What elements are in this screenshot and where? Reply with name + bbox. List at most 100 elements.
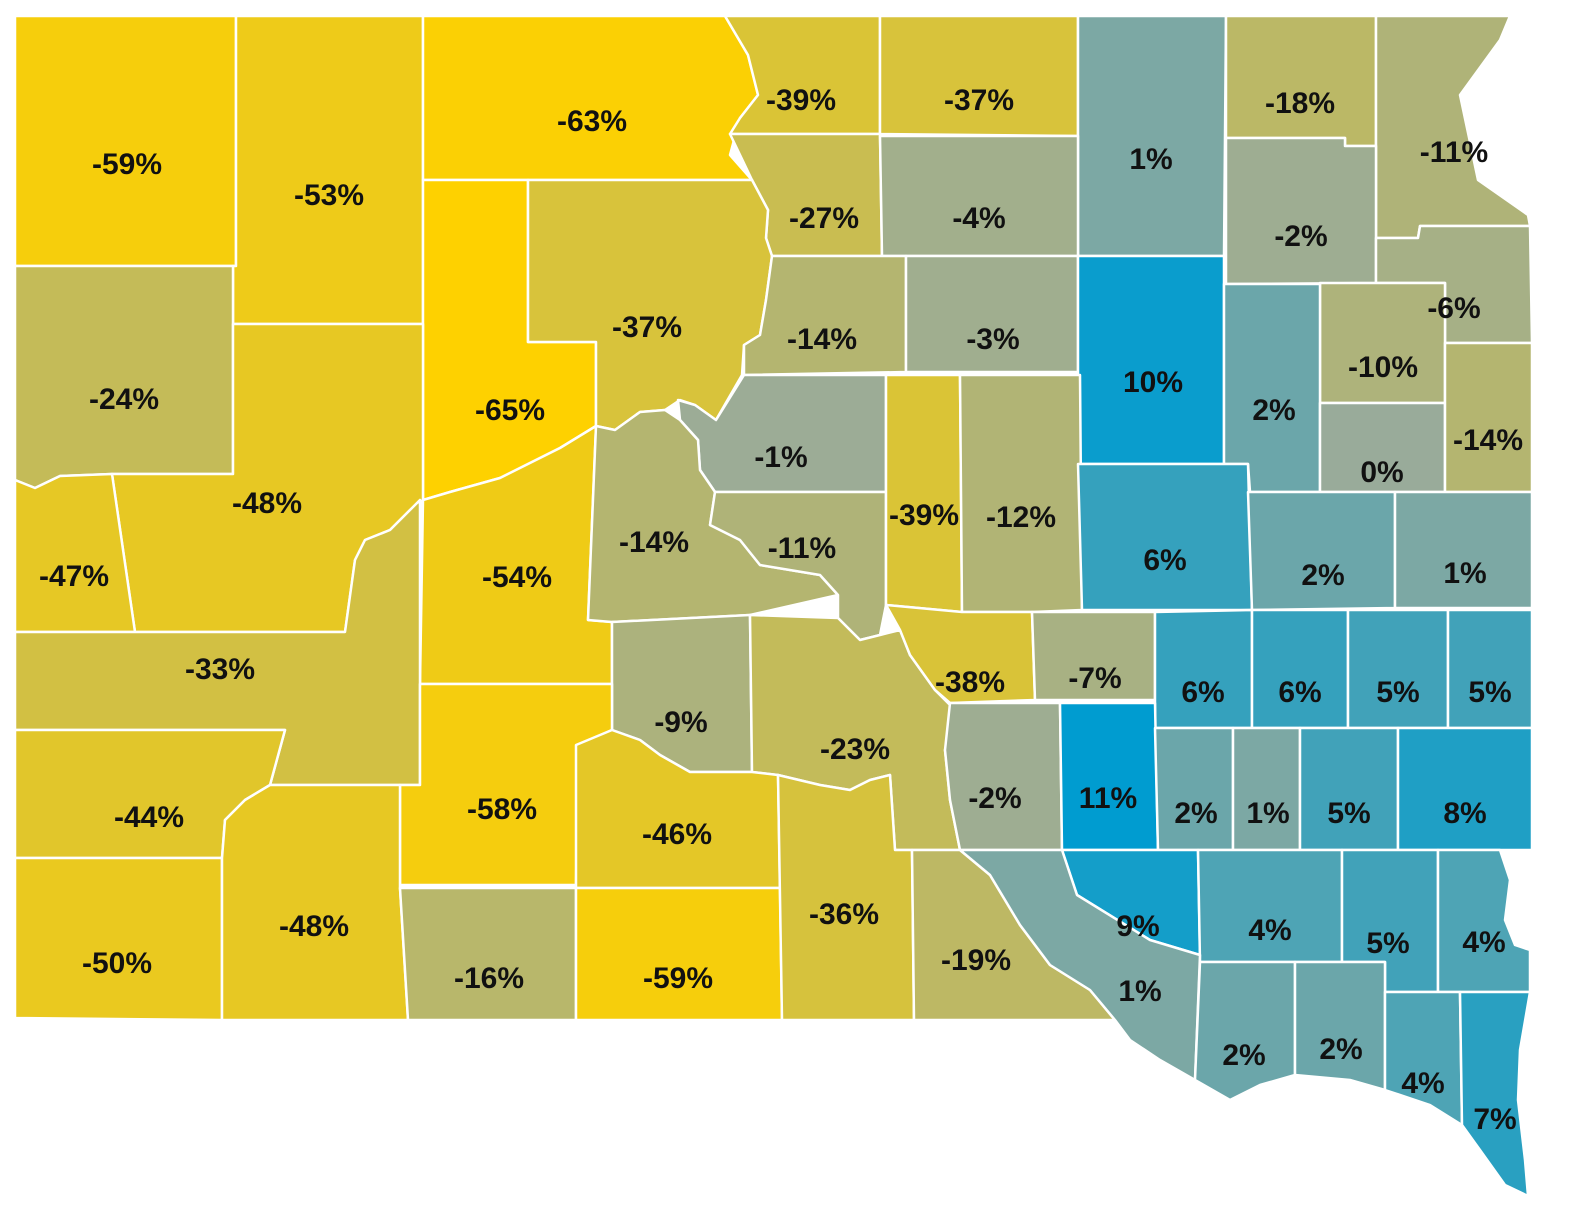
county-label: -39% — [766, 84, 836, 117]
county-region-c02 — [231, 14, 425, 326]
county-region-c17 — [1076, 254, 1226, 466]
county-region-c24 — [1443, 341, 1534, 494]
county-region-c42 — [1446, 608, 1534, 730]
county-label: -12% — [986, 501, 1056, 534]
county-region-c01 — [13, 14, 238, 268]
county-label: -24% — [89, 383, 159, 416]
county-label: -65% — [475, 394, 545, 427]
county-region-c31 — [1076, 462, 1254, 612]
county-label: -46% — [642, 818, 712, 851]
county-label: -11% — [768, 532, 836, 565]
county-label: -54% — [482, 561, 552, 594]
county-label: 1% — [1129, 143, 1172, 176]
county-label: 6% — [1143, 544, 1186, 577]
county-region-c29 — [884, 373, 964, 614]
county-label: -48% — [232, 487, 302, 520]
county-label: -14% — [1453, 424, 1523, 457]
county-label: -9% — [654, 706, 707, 739]
county-region-c40 — [1250, 608, 1350, 730]
county-label: 7% — [1473, 1103, 1516, 1136]
county-regions — [13, 14, 1534, 1198]
county-region-c65 — [1383, 990, 1464, 1127]
county-label: -39% — [889, 499, 959, 532]
county-region-c03 — [421, 14, 760, 182]
county-region-c56 — [776, 773, 916, 1022]
county-region-c39 — [1153, 608, 1254, 730]
county-label: -14% — [787, 323, 857, 356]
county-region-c62 — [958, 848, 1202, 1082]
county-label: -37% — [944, 84, 1014, 117]
county-region-c49 — [1231, 726, 1302, 852]
county-label: -6% — [1427, 292, 1480, 325]
county-label: 2% — [1174, 797, 1217, 830]
county-label: 9% — [1116, 910, 1159, 943]
county-label: 8% — [1443, 797, 1486, 830]
county-label: 0% — [1360, 456, 1403, 489]
county-label: -23% — [820, 733, 890, 766]
county-label: -2% — [1274, 220, 1327, 253]
county-label: -37% — [612, 311, 682, 344]
county-region-c12 — [1224, 136, 1378, 286]
county-label: -11% — [1420, 136, 1488, 169]
county-label: 1% — [1118, 975, 1161, 1008]
county-label: 6% — [1278, 676, 1321, 709]
county-label: 1% — [1443, 557, 1486, 590]
county-label: -53% — [294, 179, 364, 212]
county-region-c47 — [1058, 701, 1160, 852]
county-label: 2% — [1301, 559, 1344, 592]
county-label: -4% — [952, 202, 1005, 235]
county-label: -63% — [557, 105, 627, 138]
county-region-c06 — [1076, 14, 1228, 258]
county-label: -58% — [467, 793, 537, 826]
county-region-c20 — [1222, 282, 1322, 494]
county-label: 5% — [1366, 927, 1409, 960]
county-label: 2% — [1222, 1039, 1265, 1072]
county-region-c41 — [1346, 608, 1450, 730]
county-region-c50 — [1298, 726, 1400, 852]
county-region-c66 — [1458, 990, 1532, 1198]
county-region-c63 — [1193, 960, 1297, 1102]
county-label: 5% — [1468, 676, 1511, 709]
county-region-c08 — [1374, 14, 1532, 240]
county-label: -33% — [185, 653, 255, 686]
county-region-c33 — [1393, 490, 1534, 610]
county-region-c52 — [13, 856, 224, 1022]
county-label: 11% — [1079, 782, 1137, 815]
county-label: 10% — [1123, 366, 1183, 399]
county-region-c48 — [1153, 726, 1235, 852]
county-region-c32 — [1246, 490, 1397, 612]
county-label: 4% — [1401, 1067, 1444, 1100]
county-label: -18% — [1265, 87, 1335, 120]
county-region-c09 — [13, 264, 235, 490]
county-region-c54 — [398, 886, 578, 1022]
county-label: -59% — [643, 962, 713, 995]
county-label: 4% — [1248, 914, 1291, 947]
county-label: -19% — [941, 944, 1011, 977]
county-label: -10% — [1348, 351, 1418, 384]
county-label: 2% — [1252, 394, 1295, 427]
county-region-c30 — [958, 373, 1084, 614]
county-region-c61 — [1436, 848, 1532, 994]
county-label: -3% — [966, 323, 1019, 356]
county-region-c05 — [878, 14, 1080, 138]
county-label: -2% — [968, 782, 1021, 815]
county-labels: -59% -53% -63% -39% -37% 1% -18% -11% -24% -27% -4… — [39, 84, 1523, 1136]
county-label: -50% — [82, 947, 152, 980]
county-label: -16% — [454, 962, 524, 995]
county-label: -59% — [92, 148, 162, 181]
county-region-c11 — [878, 134, 1080, 258]
county-region-c64 — [1293, 960, 1387, 1092]
county-label: -38% — [935, 666, 1005, 699]
county-label: 6% — [1181, 676, 1224, 709]
county-label: -44% — [114, 801, 184, 834]
county-label: -47% — [39, 560, 109, 593]
county-label: 5% — [1376, 676, 1419, 709]
county-label: -7% — [1068, 662, 1121, 695]
county-region-c07 — [1224, 14, 1378, 148]
county-region-c19 — [1318, 281, 1447, 405]
county-label: 1% — [1246, 797, 1289, 830]
county-label: 4% — [1462, 926, 1505, 959]
county-label: -14% — [619, 526, 689, 559]
county-label: -36% — [809, 898, 879, 931]
